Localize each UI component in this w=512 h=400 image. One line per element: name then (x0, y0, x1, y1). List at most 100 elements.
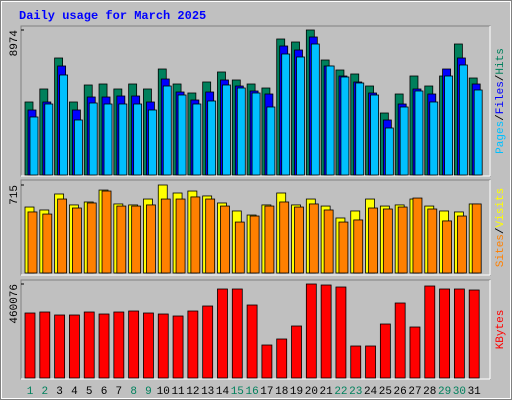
x-tick-label: 20 (305, 386, 318, 398)
bar (44, 103, 54, 176)
legend-separator: / (495, 227, 507, 234)
legend-entry: Pages (495, 121, 507, 154)
bar (458, 64, 468, 176)
y-tick-label: 8974 (9, 30, 21, 57)
bar (424, 285, 436, 379)
x-tick-label: 13 (201, 386, 214, 398)
legend-entry: Files (495, 81, 507, 114)
x-tick-label: 5 (86, 386, 93, 398)
bar (397, 206, 408, 274)
bar (427, 208, 438, 274)
bar (251, 92, 261, 176)
x-tick-label: 28 (423, 386, 436, 398)
bar (205, 198, 216, 274)
x-tick-label: 10 (157, 386, 170, 398)
bar (175, 198, 186, 274)
bar (72, 207, 82, 274)
legend: KBytes (495, 310, 507, 350)
bar (220, 205, 230, 274)
bar (131, 205, 142, 274)
x-tick-label: 2 (42, 386, 49, 398)
legend-separator: / (495, 75, 507, 82)
bar (468, 289, 480, 379)
x-tick-label: 7 (116, 386, 123, 398)
bar (291, 325, 302, 379)
bar (471, 203, 482, 274)
bar (394, 302, 406, 379)
x-tick-label: 31 (468, 386, 482, 398)
x-tick-label: 4 (71, 386, 78, 398)
bar (414, 90, 424, 176)
bar (384, 127, 394, 176)
bar (335, 286, 347, 379)
bar (236, 87, 246, 176)
x-tick-label: 24 (364, 386, 378, 398)
bar (177, 94, 187, 176)
bar (157, 313, 169, 379)
x-tick-label: 11 (171, 386, 185, 398)
bar (379, 323, 391, 379)
bar (368, 207, 378, 274)
bar (442, 220, 452, 274)
bar (308, 203, 319, 274)
bar (202, 305, 214, 379)
bar (353, 219, 364, 274)
bar (143, 312, 154, 379)
bar (305, 283, 317, 379)
bar (429, 101, 439, 176)
bar (74, 119, 83, 176)
bar (365, 345, 376, 379)
x-tick-label: 16 (245, 386, 258, 398)
bar (42, 213, 53, 274)
bar (59, 74, 69, 176)
bar (249, 215, 260, 274)
x-tick-label: 9 (145, 386, 152, 398)
x-tick-label: 8 (130, 386, 137, 398)
bar (264, 205, 275, 274)
bar (296, 56, 305, 176)
bar (350, 345, 362, 379)
bar (320, 284, 332, 379)
x-tick-label: 18 (275, 386, 288, 398)
x-tick-label: 1 (27, 386, 34, 398)
bar (266, 106, 276, 176)
bar (24, 312, 36, 379)
bar (412, 197, 423, 274)
x-tick-label: 21 (320, 386, 334, 398)
bar (456, 215, 467, 274)
bar (444, 75, 453, 176)
bar (276, 338, 288, 379)
bar (172, 315, 184, 379)
bar (261, 344, 273, 379)
x-tick-label: 6 (101, 386, 108, 398)
y-tick-label: 715 (9, 185, 21, 205)
chart-title: Daily usage for March 2025 (19, 9, 206, 23)
bar (473, 89, 483, 176)
bar (57, 198, 68, 274)
bar (246, 304, 258, 379)
bar (116, 205, 127, 274)
bar (279, 201, 290, 274)
bar (103, 103, 113, 176)
bar (190, 196, 201, 274)
bar (128, 310, 140, 379)
bar (88, 102, 98, 176)
bar (148, 109, 157, 176)
bar (39, 311, 51, 379)
bar (101, 190, 112, 274)
bar (118, 103, 128, 176)
x-tick-label: 22 (334, 386, 347, 398)
x-tick-label: 30 (453, 386, 466, 398)
bar (310, 43, 320, 176)
legend-entry: Sites (495, 234, 507, 267)
y-tick-label: 460076 (9, 284, 21, 324)
bar (27, 211, 38, 274)
bar (146, 204, 156, 274)
bar (453, 288, 465, 379)
x-tick-label: 12 (186, 386, 199, 398)
bar (370, 94, 379, 176)
bar (83, 311, 95, 379)
legend-entry: KBytes (495, 310, 507, 350)
x-tick-label: 19 (290, 386, 303, 398)
